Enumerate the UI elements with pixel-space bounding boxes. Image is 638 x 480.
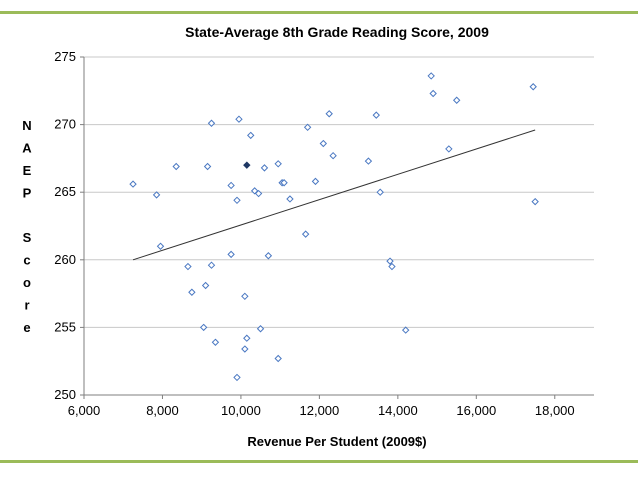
data-point: [319, 139, 328, 148]
data-point: [329, 151, 337, 160]
data-point: [256, 325, 265, 333]
data-point: [445, 145, 453, 153]
trendline-group: [132, 129, 536, 261]
gridlines: [84, 56, 594, 328]
data-point: [241, 292, 249, 301]
data-point: [364, 157, 373, 165]
data-point: [260, 164, 269, 172]
data-point: [152, 191, 161, 199]
y-axis-label-letter: e: [23, 320, 30, 335]
data-point: [386, 257, 394, 265]
x-tick-label: 14,000: [378, 403, 418, 418]
y-axis-label-letter: o: [23, 275, 31, 290]
data-point: [286, 195, 294, 203]
data-point: [184, 262, 192, 271]
data-point: [129, 180, 137, 188]
y-axis-label-letter: A: [22, 141, 32, 156]
y-axis-label-letter: N: [22, 118, 31, 133]
data-point: [188, 288, 196, 296]
x-tick-label: 10,000: [221, 403, 261, 418]
data-point: [207, 261, 216, 269]
data-point: [427, 72, 435, 80]
y-axis-label-letter: P: [23, 186, 32, 201]
data-point: [227, 181, 235, 190]
y-tick-label: 265: [54, 184, 76, 199]
data-point: [203, 162, 212, 171]
data-point: [452, 96, 461, 104]
data-point: [241, 345, 249, 353]
top-frame-bar: [0, 11, 638, 14]
data-point: [311, 177, 320, 186]
data-points: [129, 72, 539, 382]
y-tick-label: 270: [54, 117, 76, 132]
data-point: [254, 189, 263, 198]
data-point: [172, 162, 180, 171]
data-point: [243, 334, 251, 342]
data-point: [156, 242, 165, 250]
data-point: [529, 83, 537, 91]
data-point: [235, 115, 243, 123]
data-point: [247, 131, 255, 140]
y-axis-label-letter: S: [23, 230, 32, 245]
data-point: [429, 89, 437, 98]
data-point: [301, 230, 310, 238]
data-point: [372, 111, 380, 119]
data-point: [325, 110, 333, 118]
data-point: [233, 373, 241, 382]
x-tick-label: 16,000: [456, 403, 496, 418]
data-point: [199, 323, 208, 332]
data-point: [211, 338, 220, 346]
bottom-frame-bar: [0, 460, 638, 463]
chart-title: State-Average 8th Grade Reading Score, 2…: [185, 24, 489, 40]
x-tick-label: 18,000: [535, 403, 575, 418]
y-axis-label-letter: c: [23, 253, 30, 268]
x-tick-label: 8,000: [146, 403, 179, 418]
data-point: [280, 179, 288, 187]
x-tick-label: 6,000: [68, 403, 101, 418]
data-point: [401, 326, 410, 334]
data-point: [207, 119, 216, 127]
data-point: [388, 262, 396, 271]
data-point: [531, 197, 539, 206]
x-tick-labels: 6,000 8,000 10,000 12,000 14,000 16,000 18,000: [68, 403, 575, 418]
highlighted-point: [243, 161, 251, 169]
y-tick-labels: 250 255 260 265 270 275: [54, 49, 76, 402]
data-point: [227, 250, 235, 259]
y-tick-label: 255: [54, 319, 76, 334]
y-axis-label-letter: E: [23, 163, 32, 178]
data-point: [274, 160, 282, 168]
axes: [80, 56, 594, 399]
data-point: [303, 123, 312, 132]
y-axis-label-letter: r: [24, 298, 29, 313]
data-point: [233, 196, 241, 205]
trendline: [132, 129, 536, 261]
x-axis-label: Revenue Per Student (2009$): [247, 434, 426, 449]
data-point: [201, 281, 210, 290]
data-point: [376, 188, 384, 196]
data-point: [264, 252, 273, 260]
y-tick-label: 275: [54, 49, 76, 64]
y-tick-label: 250: [54, 387, 76, 402]
x-tick-label: 12,000: [300, 403, 340, 418]
data-point: [274, 354, 282, 363]
y-tick-label: 260: [54, 252, 76, 267]
